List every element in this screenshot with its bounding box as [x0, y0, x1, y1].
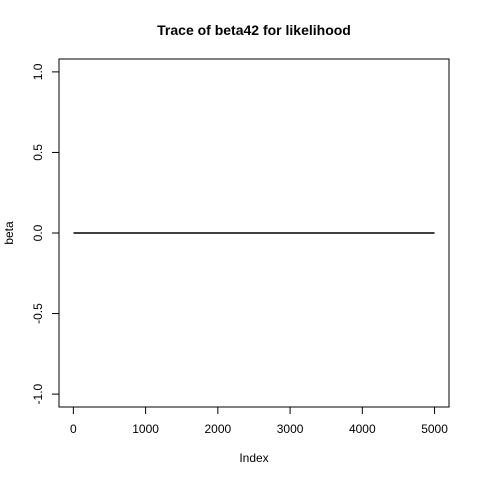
y-tick-label: 0.5: [31, 144, 45, 161]
x-tick-label: 2000: [204, 422, 231, 436]
chart-title: Trace of beta42 for likelihood: [157, 22, 351, 38]
y-axis: -1.0 -0.5 0.0 0.5 1.0: [31, 63, 60, 404]
x-tick-label: 0: [70, 422, 77, 436]
y-tick-label: -0.5: [31, 303, 45, 324]
y-tick-label: 0.0: [31, 224, 45, 241]
y-tick-label: -1.0: [31, 383, 45, 404]
x-tick-label: 5000: [421, 422, 448, 436]
y-tick-label: 1.0: [31, 63, 45, 80]
x-tick-label: 1000: [132, 422, 159, 436]
x-tick-label: 4000: [349, 422, 376, 436]
y-axis-label: beta: [2, 221, 16, 245]
x-axis-label: Index: [239, 451, 268, 465]
x-axis: 0 1000 2000 3000 4000 5000: [70, 406, 448, 436]
x-tick-label: 3000: [277, 422, 304, 436]
